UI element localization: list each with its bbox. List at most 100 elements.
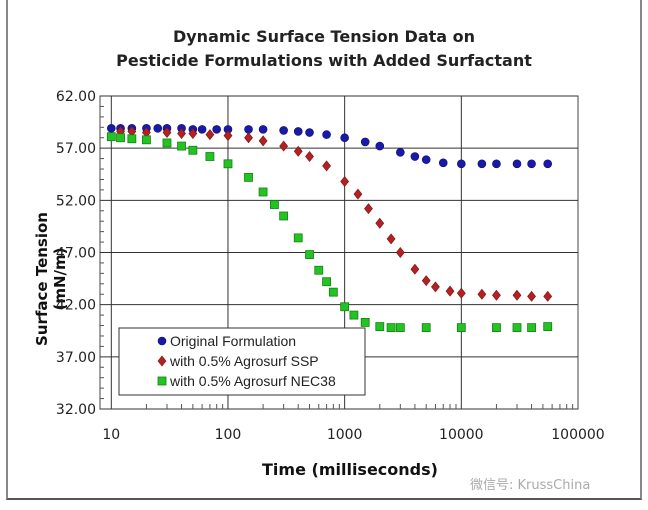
data-point-2 [116, 133, 125, 143]
data-point-2 [395, 323, 405, 333]
data-point-2 [386, 323, 396, 333]
data-point-0 [421, 155, 431, 164]
data-point-2 [375, 322, 385, 331]
data-point-1 [305, 151, 314, 162]
data-point-2 [456, 323, 466, 333]
data-point-2 [322, 277, 331, 287]
data-point-2 [349, 310, 359, 320]
data-point-2 [421, 323, 431, 333]
data-point-2 [314, 265, 324, 275]
data-point-1 [456, 287, 466, 299]
data-point-1 [410, 263, 420, 275]
data-point-1 [477, 288, 487, 300]
data-point-1 [512, 289, 522, 301]
data-point-2 [244, 172, 253, 182]
x-tick-label: 100000 [551, 427, 604, 443]
data-point-2 [360, 318, 370, 327]
legend-label-0: Original Formulation [170, 333, 296, 349]
y-tick-label: 42.00 [56, 298, 96, 314]
y-tick-label: 62.00 [56, 89, 96, 105]
data-point-1 [375, 217, 385, 229]
legend-label-2: with 0.5% Agrosurf NEC38 [169, 373, 336, 389]
data-point-1 [293, 145, 303, 157]
data-point-0 [360, 137, 370, 147]
data-point-2 [177, 141, 186, 151]
data-point-1 [445, 285, 455, 297]
data-point-0 [492, 159, 501, 169]
data-point-0 [107, 124, 116, 133]
y-tick-label: 57.00 [56, 141, 96, 157]
data-point-0 [340, 133, 349, 143]
data-point-0 [527, 159, 536, 169]
data-point-0 [244, 125, 253, 134]
data-point-2 [527, 323, 536, 333]
data-point-1 [340, 176, 350, 188]
data-point-0 [197, 125, 207, 134]
y-tick-label: 52.00 [56, 193, 96, 209]
x-tick-label: 10000 [439, 427, 484, 443]
data-point-1 [244, 132, 253, 144]
data-point-0 [543, 159, 553, 169]
data-point-2 [258, 187, 268, 197]
data-point-2 [543, 322, 553, 331]
data-point-2 [279, 211, 289, 221]
data-point-1 [395, 247, 405, 258]
data-point-1 [205, 129, 215, 141]
legend-marker-1 [157, 355, 167, 367]
legend-marker-0 [157, 336, 167, 346]
legend-label-1: with 0.5% Agrosurf SSP [169, 353, 319, 369]
watermark: 微信号: KrussChina [470, 478, 591, 493]
data-point-0 [457, 159, 466, 169]
data-point-2 [340, 302, 350, 312]
data-point-0 [322, 130, 331, 139]
x-tick-label: 1000 [327, 427, 363, 443]
data-point-0 [477, 159, 487, 169]
data-point-2 [223, 159, 233, 169]
data-point-0 [512, 159, 522, 169]
chart-title-line2: Pesticide Formulations with Added Surfac… [116, 51, 532, 70]
data-point-1 [322, 160, 331, 172]
data-point-2 [512, 323, 522, 333]
data-point-2 [328, 287, 338, 297]
data-point-0 [293, 127, 303, 136]
data-point-1 [431, 281, 440, 293]
data-point-1 [492, 289, 501, 301]
x-tick-label: 100 [215, 427, 242, 443]
y-tick-label: 37.00 [56, 350, 96, 366]
data-point-1 [188, 128, 198, 140]
legend-marker-2 [157, 376, 167, 386]
y-tick-label: 32.00 [56, 402, 96, 418]
data-point-0 [375, 141, 385, 151]
data-point-1 [177, 128, 186, 140]
data-point-0 [153, 124, 163, 133]
data-point-1 [162, 127, 172, 138]
data-point-2 [305, 250, 314, 259]
data-point-1 [353, 188, 363, 200]
x-axis-label: Time (milliseconds) [262, 460, 438, 479]
data-point-1 [258, 135, 268, 147]
data-point-2 [293, 233, 303, 243]
data-point-0 [258, 125, 268, 134]
data-point-1 [223, 130, 233, 142]
data-point-1 [386, 233, 396, 245]
data-point-2 [162, 138, 172, 148]
data-point-1 [364, 203, 373, 215]
data-point-0 [212, 125, 221, 134]
data-point-1 [421, 275, 431, 287]
data-point-2 [106, 132, 116, 142]
data-point-0 [396, 148, 405, 157]
data-point-1 [543, 290, 553, 302]
data-point-0 [305, 128, 314, 137]
data-point-2 [127, 134, 137, 144]
data-point-2 [205, 152, 215, 161]
data-point-2 [142, 135, 151, 145]
data-point-2 [188, 145, 198, 155]
x-tick-label: 10 [102, 427, 120, 443]
chart-frame [6, 0, 642, 500]
data-point-0 [410, 152, 420, 161]
y-tick-label: 47.00 [56, 246, 96, 262]
chart-title: Dynamic Surface Tension Data on [172, 27, 476, 46]
data-point-1 [527, 290, 536, 302]
